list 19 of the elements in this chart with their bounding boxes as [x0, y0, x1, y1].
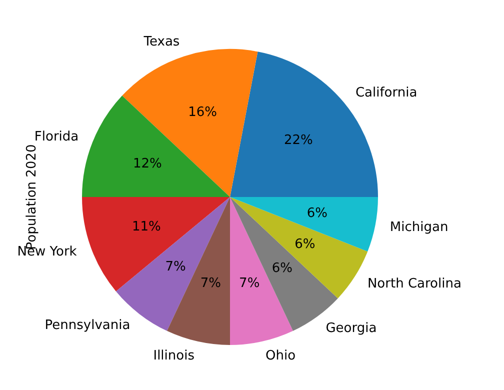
- data-label: 7%: [200, 276, 221, 292]
- slice-label: Ohio: [266, 348, 296, 364]
- data-label: 16%: [188, 104, 218, 120]
- slice-label: Georgia: [326, 321, 377, 336]
- data-label: 6%: [306, 206, 328, 222]
- slice-label: Pennsylvania: [44, 318, 130, 334]
- data-label: 7%: [239, 276, 260, 292]
- slice-label: Florida: [34, 129, 79, 144]
- data-label: 11%: [132, 219, 161, 234]
- data-label: 6%: [294, 236, 316, 252]
- data-label: 7%: [165, 260, 186, 275]
- data-label: 12%: [132, 156, 162, 172]
- slice-label: California: [355, 86, 418, 101]
- data-label: 6%: [272, 261, 293, 276]
- slice-label: Texas: [142, 34, 180, 50]
- slice-label: North Carolina: [367, 276, 462, 292]
- data-label: 22%: [284, 132, 313, 148]
- slice-label: Michigan: [390, 220, 448, 235]
- slice-label: Illinois: [153, 348, 195, 364]
